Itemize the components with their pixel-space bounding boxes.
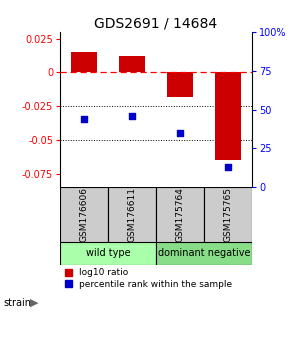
Text: ▶: ▶	[30, 298, 38, 308]
Bar	[215, 73, 241, 160]
Text: wild type: wild type	[86, 249, 130, 258]
Bar	[108, 187, 156, 242]
Text: dominant negative: dominant negative	[158, 249, 250, 258]
Bar	[156, 242, 252, 265]
Text: GSM176606: GSM176606	[80, 187, 88, 242]
Bar	[156, 187, 204, 242]
Legend: log10 ratio, percentile rank within the sample: log10 ratio, percentile rank within the …	[64, 268, 232, 289]
Bar	[204, 187, 252, 242]
Text: GSM175764: GSM175764	[176, 187, 184, 242]
Bar	[71, 52, 97, 73]
Bar	[60, 187, 108, 242]
Bar	[119, 56, 145, 73]
Bar	[60, 242, 156, 265]
Bar	[167, 73, 193, 97]
Point	[226, 164, 230, 170]
Text: GSM175765: GSM175765	[224, 187, 232, 242]
Title: GDS2691 / 14684: GDS2691 / 14684	[94, 17, 218, 31]
Point	[82, 116, 86, 122]
Point	[178, 130, 182, 136]
Text: GSM176611: GSM176611	[128, 187, 136, 242]
Point	[130, 113, 134, 119]
Text: strain: strain	[3, 298, 31, 308]
